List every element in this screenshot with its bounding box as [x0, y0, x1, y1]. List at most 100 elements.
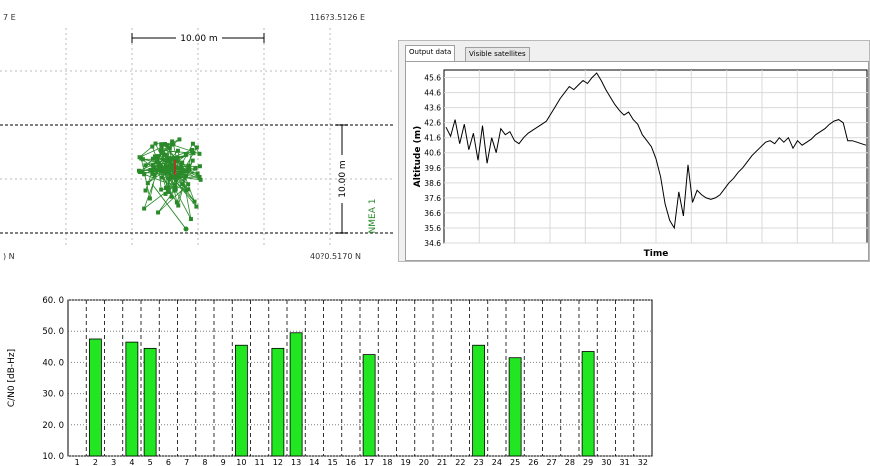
track-fix — [190, 147, 195, 152]
track-fix — [165, 169, 170, 174]
cn0-bar-prn-13 — [289, 332, 303, 457]
track-fix — [140, 169, 145, 174]
cn0-prn-label: 24 — [492, 458, 502, 466]
altitude-tick-label: 45.6 — [424, 74, 441, 83]
cn0-prn-label: 14 — [309, 458, 319, 466]
track-fix — [179, 167, 184, 172]
track-fix — [159, 144, 164, 149]
cn0-prn-label: 3 — [111, 458, 116, 466]
track-fix — [163, 171, 168, 176]
map-longitude-left: 7 E — [3, 13, 16, 22]
track-fix — [190, 158, 195, 163]
cn0-prn-label: 19 — [401, 458, 411, 466]
track-fix — [195, 171, 200, 176]
tab-output-data[interactable]: Output data — [405, 45, 456, 61]
cn0-bar-prn-12 — [271, 347, 285, 457]
altitude-chart: 45.6 44.6 43.6 42.6 41.6 40.6 39.6 38.6 37.6 36.6… — [413, 69, 868, 259]
cn0-prn-label: 12 — [273, 458, 283, 466]
cn0-tick-label: 50. 0 — [42, 327, 64, 337]
track-jump — [151, 183, 187, 230]
track-fix — [180, 182, 185, 187]
cn0-prn-label: 9 — [221, 458, 226, 466]
tab-visible-satellites[interactable]: Visible satellites — [465, 47, 530, 61]
track-fix — [197, 151, 202, 156]
track-fix — [184, 188, 189, 193]
map-view[interactable]: 7 E 116?3.5126 E ) N 40?0.5170 N 10.00 m — [0, 0, 395, 262]
track-fix — [186, 182, 191, 187]
altitude-tick-label: 41.6 — [424, 134, 441, 143]
track-fix — [151, 165, 156, 170]
track-fix — [173, 177, 178, 182]
map-canvas[interactable]: 10.00 m 10.00 m NMEA 1 — [0, 0, 395, 262]
cn0-prn-label: 1 — [75, 458, 80, 466]
position-track — [136, 137, 203, 232]
altitude-tick-label: 42.6 — [424, 119, 441, 128]
cn0-prn-label: 13 — [291, 458, 301, 466]
cn0-bar-prn-10 — [234, 344, 248, 457]
track-fix — [148, 168, 153, 173]
cn0-bar-prn-17 — [362, 354, 376, 457]
altitude-tick-label: 35.6 — [424, 224, 441, 233]
track-fix — [175, 159, 180, 164]
track-fix — [190, 141, 195, 146]
track-fix — [169, 156, 174, 161]
altitude-tick-label: 38.6 — [424, 179, 441, 188]
cn0-prn-label: 28 — [565, 458, 575, 466]
track-fix — [168, 173, 173, 178]
cn0-prn-label: 29 — [583, 458, 593, 466]
cn0-prn-label: 2 — [93, 458, 98, 466]
altitude-tick-label: 40.6 — [424, 149, 441, 158]
track-fix — [167, 164, 172, 169]
altitude-plot-frame: 45.6 44.6 43.6 42.6 41.6 40.6 39.6 38.6 37.6 36.6… — [405, 61, 869, 261]
track-fix — [172, 185, 177, 190]
track-fix — [175, 174, 180, 179]
track-fix — [155, 154, 160, 159]
track-fix — [145, 181, 150, 186]
cn0-tick-label: 30. 0 — [42, 390, 64, 400]
track-fix — [167, 176, 172, 181]
altitude-y-axis-label: Altitude (m) — [413, 126, 423, 187]
track-fix — [163, 191, 168, 196]
track-fix — [198, 177, 203, 182]
cn0-prn-label: 4 — [129, 458, 134, 466]
track-fix — [159, 151, 164, 156]
track-fix — [163, 152, 168, 157]
track-fix — [152, 154, 157, 159]
track-fix — [187, 166, 192, 171]
cn0-prn-label: 7 — [184, 458, 189, 466]
altitude-series-line — [445, 72, 867, 230]
cn0-bar-prn-25 — [508, 357, 522, 457]
cn0-prn-label: 31 — [620, 458, 630, 466]
cn0-tick-label: 60. 0 — [42, 296, 64, 306]
track-fix — [177, 170, 182, 175]
track-fix — [197, 174, 202, 179]
track-fix — [150, 162, 155, 167]
cn0-prn-label: 11 — [255, 458, 265, 466]
cn0-prn-label: 32 — [638, 458, 648, 466]
cn0-tick-label: 10. 0 — [42, 452, 64, 462]
track-fix — [137, 155, 142, 160]
track-fix — [174, 155, 179, 160]
cn0-bar-prn-5 — [143, 347, 157, 457]
track-fix — [159, 148, 164, 153]
track-fix — [172, 156, 177, 161]
track-fix — [171, 174, 176, 179]
track-fix — [160, 168, 165, 173]
track-fix — [156, 210, 161, 215]
track-fix — [153, 141, 158, 146]
cn0-prn-label: 5 — [148, 458, 153, 466]
track-fix — [183, 226, 189, 232]
track-fix — [143, 163, 148, 168]
track-fix — [164, 166, 169, 171]
scale-label-vertical: 10.00 m — [338, 160, 348, 197]
track-fix — [166, 189, 171, 194]
track-fix — [192, 199, 197, 204]
track-fix — [159, 187, 164, 192]
cn0-prn-label: 18 — [382, 458, 392, 466]
map-grid — [0, 28, 395, 246]
track-fix — [191, 151, 196, 156]
track-fix — [142, 172, 147, 177]
cn0-prn-label: 25 — [510, 458, 520, 466]
cn0-bar-prn-2 — [88, 338, 102, 457]
track-fix — [175, 148, 180, 153]
